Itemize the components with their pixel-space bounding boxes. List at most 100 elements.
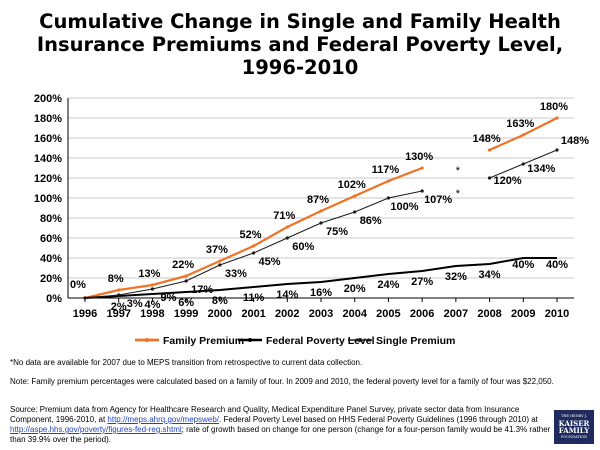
data-label: 37% xyxy=(206,244,228,256)
point-family-premium xyxy=(184,274,188,278)
point-family-premium xyxy=(251,244,256,248)
legend-marker xyxy=(145,338,149,342)
data-label: 17% xyxy=(191,284,213,296)
data-label: 32% xyxy=(445,271,467,283)
data-label: 34% xyxy=(479,269,501,281)
y-tick-label: 160% xyxy=(34,133,62,145)
data-label: 4% xyxy=(144,299,160,311)
title-line-3: 1996-2010 xyxy=(241,56,359,79)
data-label: 148% xyxy=(561,135,589,147)
point-family-premium xyxy=(117,288,121,292)
data-label: 14% xyxy=(276,289,298,301)
point-family-premium xyxy=(487,148,492,152)
x-tick-label: 2004 xyxy=(342,308,367,320)
data-label: 27% xyxy=(411,276,433,288)
data-label: 8% xyxy=(108,273,124,285)
y-tick-label: 80% xyxy=(40,213,62,225)
data-label: 71% xyxy=(273,210,295,222)
point-single-premium xyxy=(184,279,188,283)
x-tick-label: 1997 xyxy=(106,308,130,320)
data-label: 163% xyxy=(506,118,534,130)
data-label: 20% xyxy=(344,283,366,295)
point-single-premium xyxy=(83,296,87,300)
x-tick-label: 2001 xyxy=(241,308,265,320)
line-chart: 0% 20% 40% 60% 80% 100% 120% 140% 160% 180% 200% 19… xyxy=(34,93,589,347)
point-single-premium xyxy=(251,251,256,255)
x-tick-label: 1999 xyxy=(174,308,198,320)
point-family-premium xyxy=(386,179,391,183)
point-single-premium xyxy=(386,196,391,200)
legend-marker xyxy=(358,338,362,342)
data-label: 13% xyxy=(138,268,160,280)
data-label: 8% xyxy=(212,295,228,307)
x-tick-label: 2002 xyxy=(275,308,299,320)
data-label: 100% xyxy=(390,201,418,213)
y-tick-label: 120% xyxy=(34,173,62,185)
y-tick-label: 200% xyxy=(34,93,62,105)
source-note: Source: Premium data from Agency for Hea… xyxy=(10,405,555,445)
title-line-2: Insurance Premiums and Federal Poverty L… xyxy=(36,33,564,56)
data-label: 148% xyxy=(473,133,501,145)
x-tick-label: 2005 xyxy=(376,308,400,320)
legend-label: Family Premium xyxy=(163,335,244,347)
point-single-premium xyxy=(285,236,289,240)
legend-label: Single Premium xyxy=(376,335,455,347)
logo-line-4: FOUNDATION xyxy=(560,435,588,439)
logo-line-3: FAMILY xyxy=(558,426,590,435)
data-label: 134% xyxy=(527,163,555,175)
x-tick-label: 2010 xyxy=(545,308,569,320)
point-family-premium xyxy=(285,225,289,229)
data-label: 11% xyxy=(243,292,265,304)
data-label: 2% xyxy=(111,301,127,313)
y-tick-label: 20% xyxy=(40,273,62,285)
point-family-premium xyxy=(319,209,323,213)
data-label: 22% xyxy=(172,259,194,271)
point-family-premium xyxy=(218,259,222,263)
source-text-b: . Federal Poverty Level based on HHS Fed… xyxy=(219,415,538,424)
meps-link[interactable]: http://meps.ahrq.gov/mepsweb/ xyxy=(107,415,220,424)
x-tick-label: 2003 xyxy=(309,308,333,320)
y-tick-label: 140% xyxy=(34,153,62,165)
data-label: 3% xyxy=(127,298,143,310)
legend-label: Federal Poverty Level xyxy=(266,335,375,347)
point-single-premium xyxy=(555,148,559,152)
data-label: 75% xyxy=(326,226,348,238)
data-label: 6% xyxy=(178,297,194,309)
source-text-a: Source: Premium data from Agency for Hea… xyxy=(10,405,520,424)
source-text-c: ; rate of growth based on change for one… xyxy=(10,425,551,444)
data-label: 45% xyxy=(259,256,281,268)
data-label: 87% xyxy=(307,194,329,206)
data-label: 130% xyxy=(405,151,433,163)
x-tick-label: 1996 xyxy=(73,308,97,320)
point-family-premium xyxy=(353,194,357,198)
x-tick-label: 2007 xyxy=(444,308,468,320)
aspe-link[interactable]: http://aspe.hhs.gov/poverty/figures-fed-… xyxy=(10,425,182,434)
data-label: 40% xyxy=(546,259,568,271)
point-single-premium xyxy=(218,263,222,267)
data-label: 52% xyxy=(240,229,262,241)
x-tick-label: 1998 xyxy=(140,308,164,320)
data-label: 120% xyxy=(494,175,522,187)
point-single-premium xyxy=(319,221,323,225)
point-family-premium xyxy=(521,133,525,137)
legend-marker xyxy=(248,338,252,342)
data-label: 102% xyxy=(338,179,366,191)
data-label: 24% xyxy=(377,279,399,291)
point-single-premium xyxy=(353,210,357,214)
data-label: 40% xyxy=(512,259,534,271)
point-family-premium xyxy=(555,116,559,120)
data-label: 33% xyxy=(225,268,247,280)
x-tick-label: 2006 xyxy=(410,308,434,320)
footnote-family-calc: Note: Family premium percentages were ca… xyxy=(10,377,554,386)
data-label: 0% xyxy=(70,279,86,291)
data-label: 60% xyxy=(292,241,314,253)
y-tick-label: 100% xyxy=(34,193,62,205)
y-tick-label: 60% xyxy=(40,233,62,245)
series-line-federal-poverty-level xyxy=(84,257,557,299)
y-tick-label: 0% xyxy=(46,293,62,305)
y-tick-label: 40% xyxy=(40,253,62,265)
point-single-premium xyxy=(150,287,155,291)
data-label: 117% xyxy=(372,164,400,176)
kaiser-logo: THE HENRY J. KAISER FAMILY FOUNDATION xyxy=(554,410,594,444)
annotation-asterisk: * xyxy=(456,188,461,200)
